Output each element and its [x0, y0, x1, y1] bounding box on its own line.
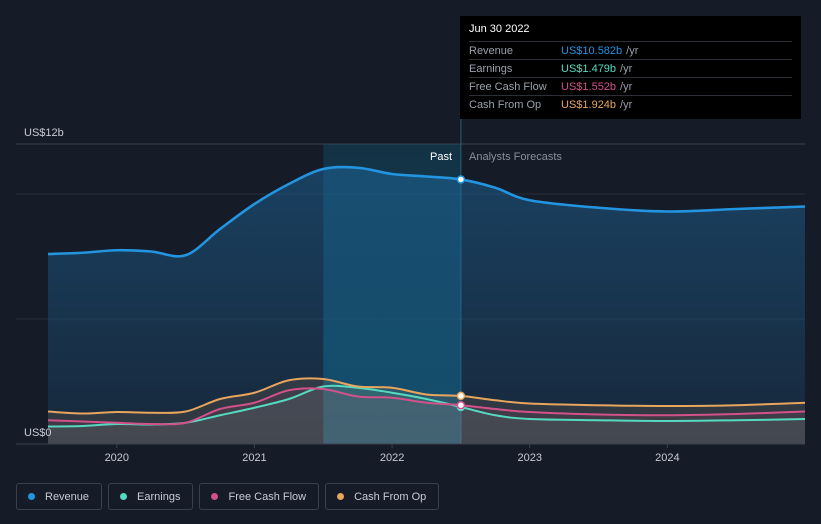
- cash-from-op-area: [48, 378, 805, 444]
- legend-label: Free Cash Flow: [228, 490, 307, 503]
- revenue-area: [48, 167, 805, 444]
- cash-from-op-line: [47, 377, 806, 415]
- tooltip-label: Revenue: [469, 44, 514, 57]
- legend-dot-icon: [337, 493, 345, 500]
- data-tooltip: Jun 30 2022 Revenue US$10.582b /yr Earni…: [460, 16, 801, 119]
- revenue-line: [47, 165, 806, 258]
- y-axis-bottom-label: US$0: [24, 427, 52, 439]
- tooltip-label: Free Cash Flow: [469, 80, 547, 93]
- x-tick-label: 2023: [517, 452, 541, 464]
- tooltip-unit: /yr: [620, 80, 633, 93]
- legend-dot-icon: [211, 493, 219, 500]
- legend-item-revenue[interactable]: Revenue: [16, 483, 103, 510]
- legend-label: Revenue: [45, 490, 90, 503]
- chart-legend: Revenue Earnings Free Cash Flow Cash Fro…: [16, 483, 440, 510]
- legend-label: Cash From Op: [354, 490, 427, 503]
- tooltip-value: US$1.924b: [561, 98, 617, 111]
- cash-from-op-marker: [456, 391, 466, 401]
- free-cash-flow-line: [47, 387, 806, 426]
- x-tick-label: 2020: [105, 452, 129, 464]
- free-cash-flow-marker: [456, 400, 466, 410]
- legend-label: Earnings: [137, 490, 181, 503]
- forecast-region-label: Analysts Forecasts: [469, 151, 562, 163]
- legend-dot-icon: [28, 493, 35, 500]
- x-tick-label: 2024: [655, 452, 679, 464]
- tooltip-unit: /yr: [620, 98, 633, 111]
- legend-item-earnings[interactable]: Earnings: [108, 483, 194, 510]
- tooltip-value: US$10.582b: [561, 44, 623, 57]
- legend-item-cash-from-op[interactable]: Cash From Op: [325, 483, 440, 510]
- tooltip-date: Jun 30 2022: [469, 23, 530, 35]
- tooltip-label: Earnings: [469, 62, 513, 75]
- tooltip-value: US$1.479b: [561, 62, 617, 75]
- legend-dot-icon: [120, 493, 128, 500]
- earnings-area: [48, 385, 805, 444]
- tooltip-unit: /yr: [626, 44, 639, 57]
- tooltip-row-cash-from-op: Cash From Op US$1.924b /yr: [469, 95, 792, 113]
- past-region-label: Past: [430, 151, 452, 163]
- x-tick-label: 2022: [380, 452, 404, 464]
- legend-item-free-cash-flow[interactable]: Free Cash Flow: [199, 483, 320, 510]
- tooltip-value: US$1.552b: [561, 80, 617, 93]
- x-tick-label: 2021: [242, 452, 266, 464]
- tooltip-row-revenue: Revenue US$10.582b /yr: [469, 41, 792, 59]
- free-cash-flow-area: [48, 388, 805, 444]
- tooltip-unit: /yr: [620, 62, 633, 75]
- tooltip-row-free-cash-flow: Free Cash Flow US$1.552b /yr: [469, 77, 792, 95]
- y-axis-top-label: US$12b: [24, 127, 64, 139]
- revenue-marker: [456, 175, 466, 184]
- tooltip-label: Cash From Op: [469, 98, 542, 111]
- tooltip-row-earnings: Earnings US$1.479b /yr: [469, 59, 792, 77]
